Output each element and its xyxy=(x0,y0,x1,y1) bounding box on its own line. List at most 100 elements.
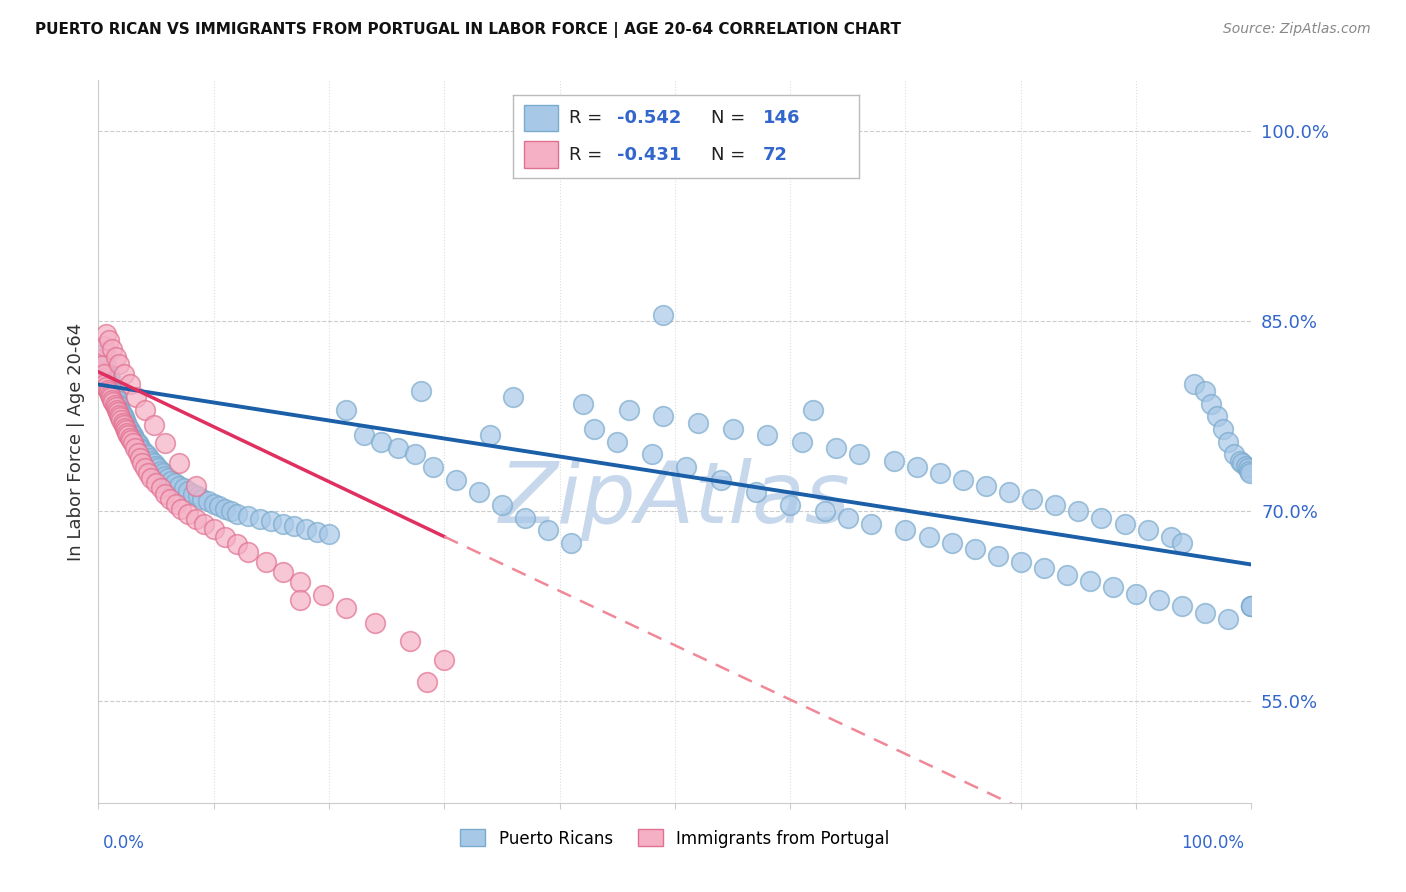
Point xyxy=(1136,523,1159,537)
Point xyxy=(127,435,149,450)
Point xyxy=(177,507,200,521)
Point xyxy=(124,434,146,448)
Point xyxy=(118,377,141,392)
Point xyxy=(108,357,131,371)
Point xyxy=(1056,567,1078,582)
Point xyxy=(101,392,124,407)
Point xyxy=(97,385,120,400)
Point xyxy=(1021,491,1043,506)
Point xyxy=(987,549,1010,563)
Point xyxy=(155,486,177,500)
Point xyxy=(167,479,190,493)
Point xyxy=(307,524,329,539)
Point xyxy=(163,476,186,491)
Point xyxy=(214,501,236,516)
Point xyxy=(90,365,112,379)
Point xyxy=(290,575,312,590)
Point xyxy=(101,342,124,356)
Point xyxy=(1171,599,1194,614)
Point xyxy=(283,519,305,533)
Point xyxy=(173,482,195,496)
Point xyxy=(156,471,179,485)
Point xyxy=(149,464,172,478)
Point xyxy=(1240,599,1263,614)
Y-axis label: In Labor Force | Age 20-64: In Labor Force | Age 20-64 xyxy=(66,322,84,561)
Point xyxy=(129,450,152,465)
Point xyxy=(1212,422,1234,436)
Point xyxy=(170,501,193,516)
Point xyxy=(112,410,135,425)
Point xyxy=(135,449,157,463)
Point xyxy=(405,447,427,461)
Point xyxy=(96,380,118,394)
Point xyxy=(112,418,135,433)
Point xyxy=(117,428,139,442)
Point xyxy=(108,408,131,422)
Point xyxy=(652,308,675,322)
Point xyxy=(1230,456,1253,470)
Point xyxy=(1237,461,1260,475)
Point xyxy=(1032,561,1054,575)
Point xyxy=(100,390,122,404)
Point xyxy=(1218,612,1240,626)
Point xyxy=(941,536,963,550)
Point xyxy=(93,377,115,392)
Point xyxy=(93,339,115,353)
Point xyxy=(160,474,183,488)
Point xyxy=(364,615,387,630)
Point xyxy=(998,485,1021,500)
Point xyxy=(744,485,766,500)
Point xyxy=(97,365,120,379)
Point xyxy=(779,498,801,512)
Point xyxy=(104,390,127,404)
Point xyxy=(110,402,132,417)
Point xyxy=(131,456,153,470)
Text: ZipAtlas: ZipAtlas xyxy=(499,458,851,541)
Point xyxy=(411,384,433,398)
Point xyxy=(105,392,128,407)
Point xyxy=(479,428,502,442)
Point xyxy=(271,565,294,579)
Point xyxy=(124,441,146,455)
Point xyxy=(290,593,312,607)
Point xyxy=(98,387,121,401)
Point xyxy=(398,633,420,648)
Point xyxy=(1078,574,1101,588)
Point xyxy=(118,423,141,437)
Point xyxy=(105,402,128,417)
Point xyxy=(686,416,709,430)
Point xyxy=(197,494,219,508)
Point xyxy=(433,652,456,666)
Point xyxy=(187,489,209,503)
Point xyxy=(193,516,215,531)
Point xyxy=(219,504,242,518)
Point xyxy=(238,509,260,524)
Point xyxy=(110,410,132,425)
Point xyxy=(1240,599,1263,614)
Point xyxy=(837,510,859,524)
Point xyxy=(107,405,129,419)
Point xyxy=(1205,409,1227,424)
Point xyxy=(191,491,214,506)
Point xyxy=(152,467,174,481)
Point xyxy=(894,523,917,537)
Point xyxy=(104,350,127,364)
Point xyxy=(131,443,153,458)
Point xyxy=(149,482,172,496)
Point xyxy=(129,441,152,455)
Point xyxy=(1229,453,1251,467)
Point xyxy=(1218,434,1240,449)
Point xyxy=(963,542,986,557)
Point xyxy=(91,359,114,373)
Legend: Puerto Ricans, Immigrants from Portugal: Puerto Ricans, Immigrants from Portugal xyxy=(451,821,898,856)
Point xyxy=(122,428,145,442)
Point xyxy=(107,396,129,410)
Point xyxy=(271,516,294,531)
Point xyxy=(353,428,375,442)
Point xyxy=(136,467,159,481)
Point xyxy=(134,402,156,417)
Point xyxy=(90,359,112,373)
Point xyxy=(560,536,582,550)
Point xyxy=(1240,599,1263,614)
Point xyxy=(120,434,142,448)
